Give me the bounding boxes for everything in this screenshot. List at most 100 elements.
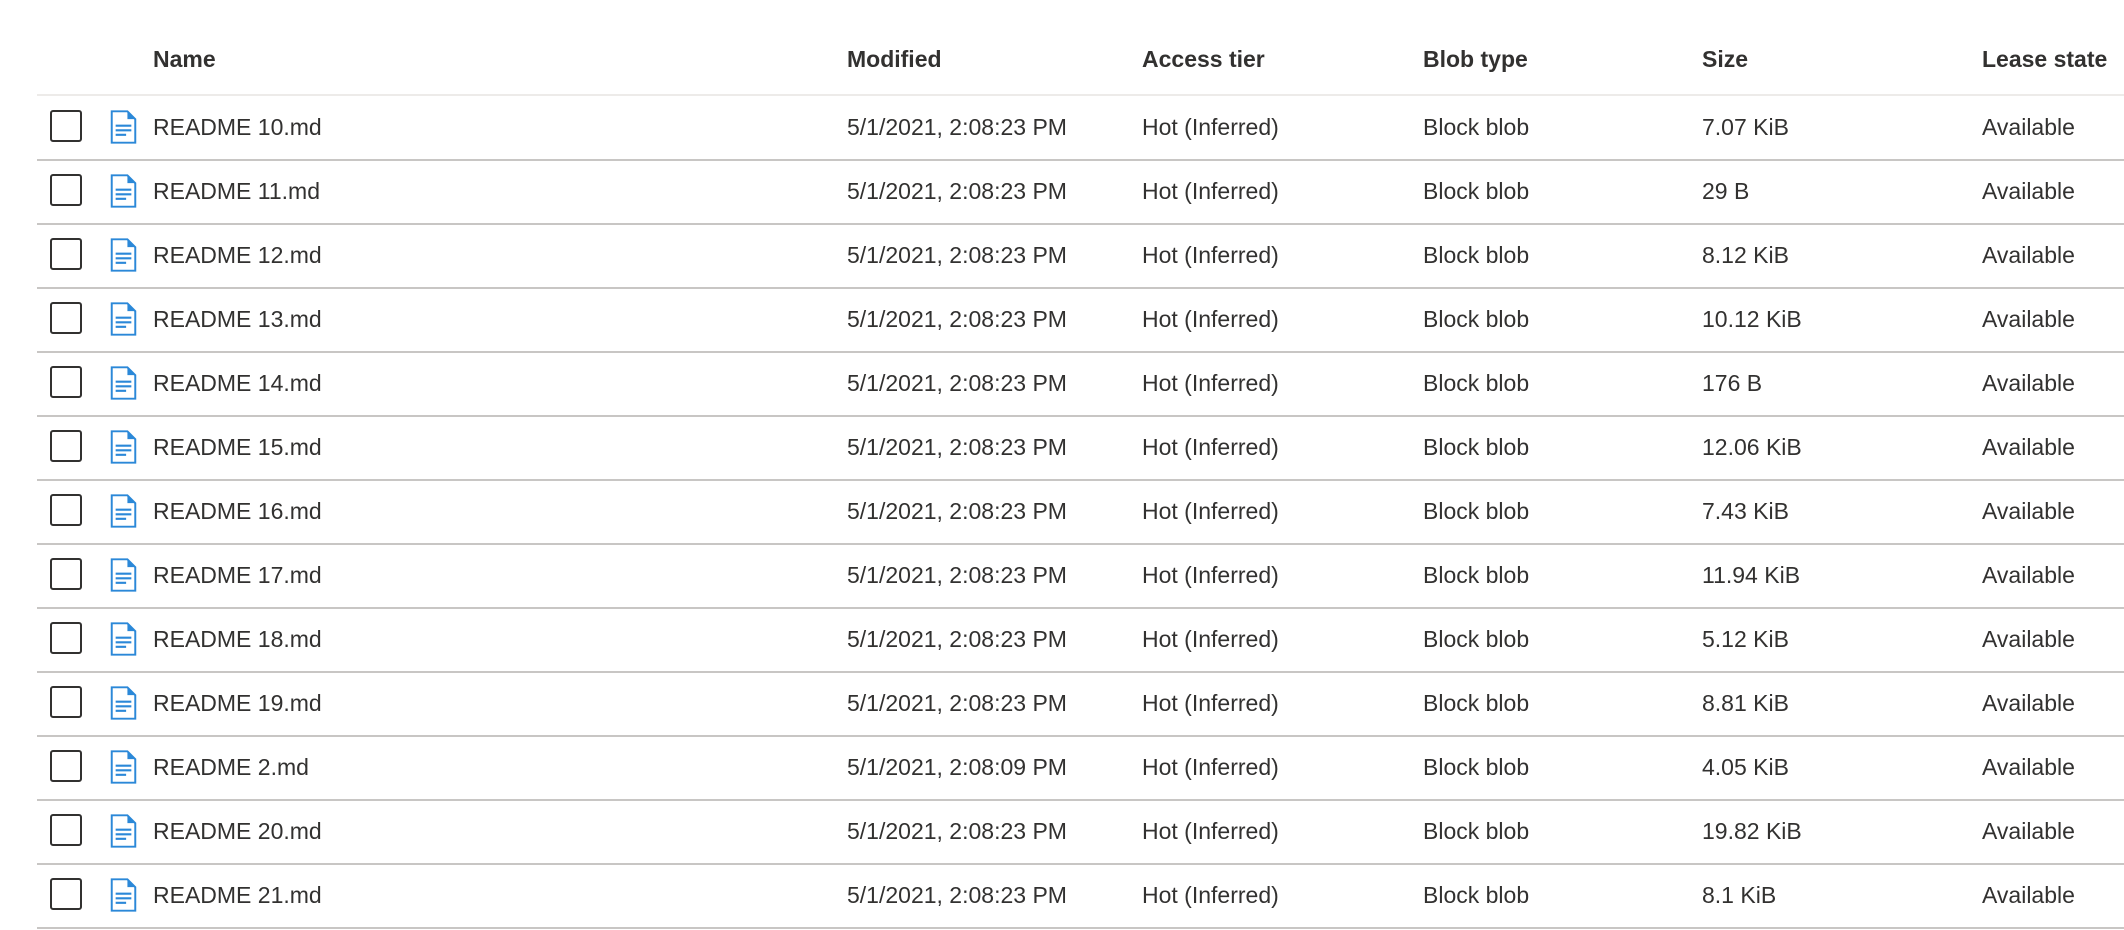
file-icon (110, 110, 137, 144)
row-checkbox[interactable] (50, 430, 82, 462)
cell-size: 8.81 KiB (1702, 690, 1789, 716)
row-checkbox[interactable] (50, 238, 82, 270)
table-row[interactable]: README 19.md 5/1/2021, 2:08:23 PM Hot (Inf… (37, 672, 2124, 737)
column-header-blob-type[interactable]: Blob type (1423, 46, 1528, 72)
cell-lease-state: Available (1982, 562, 2075, 588)
cell-modified: 5/1/2021, 2:08:23 PM (847, 562, 1067, 588)
file-icon (110, 814, 137, 848)
cell-blob-type: Block blob (1423, 434, 1530, 460)
column-header-name[interactable]: Name (153, 46, 216, 72)
cell-modified: 5/1/2021, 2:08:23 PM (847, 434, 1067, 460)
cell-name[interactable]: README 20.md (153, 818, 322, 844)
cell-name[interactable]: README 14.md (153, 370, 322, 396)
cell-access-tier: Hot (Inferred) (1142, 178, 1279, 204)
table-row[interactable]: README 13.md 5/1/2021, 2:08:23 PM Hot (Inf… (37, 288, 2124, 353)
table-row[interactable]: README 14.md 5/1/2021, 2:08:23 PM Hot (Inf… (37, 352, 2124, 417)
cell-lease-state: Available (1982, 626, 2075, 652)
cell-modified: 5/1/2021, 2:08:23 PM (847, 370, 1067, 396)
table-row[interactable]: README 18.md 5/1/2021, 2:08:23 PM Hot (Inf… (37, 608, 2124, 673)
cell-size: 176 B (1702, 370, 1763, 396)
cell-access-tier: Hot (Inferred) (1142, 434, 1279, 460)
cell-size: 29 B (1702, 178, 1750, 204)
cell-name[interactable]: README 12.md (153, 242, 322, 268)
cell-lease-state: Available (1982, 434, 2075, 460)
cell-name[interactable]: README 2.md (153, 754, 309, 780)
cell-blob-type: Block blob (1423, 754, 1530, 780)
file-icon (110, 238, 137, 272)
cell-modified: 5/1/2021, 2:08:23 PM (847, 882, 1067, 908)
table-row[interactable]: README 2.md 5/1/2021, 2:08:09 PM Hot (Infe… (37, 736, 2124, 801)
cell-modified: 5/1/2021, 2:08:23 PM (847, 498, 1067, 524)
cell-access-tier: Hot (Inferred) (1142, 626, 1279, 652)
cell-access-tier: Hot (Inferred) (1142, 370, 1279, 396)
cell-access-tier: Hot (Inferred) (1142, 818, 1279, 844)
cell-lease-state: Available (1982, 690, 2075, 716)
cell-name[interactable]: README 15.md (153, 434, 322, 460)
cell-access-tier: Hot (Inferred) (1142, 690, 1279, 716)
cell-size: 5.12 KiB (1702, 626, 1789, 652)
table-row[interactable]: README 12.md 5/1/2021, 2:08:23 PM Hot (Inf… (37, 224, 2124, 289)
cell-name[interactable]: README 11.md (153, 178, 321, 204)
cell-name[interactable]: README 18.md (153, 626, 322, 652)
file-icon (110, 302, 137, 336)
cell-size: 12.06 KiB (1702, 434, 1802, 460)
cell-name[interactable]: README 19.md (153, 690, 322, 716)
row-checkbox[interactable] (50, 750, 82, 782)
row-checkbox[interactable] (50, 366, 82, 398)
cell-access-tier: Hot (Inferred) (1142, 562, 1279, 588)
table-row[interactable]: README 20.md 5/1/2021, 2:08:23 PM Hot (Inf… (37, 800, 2124, 865)
cell-size: 19.82 KiB (1702, 818, 1802, 844)
cell-name[interactable]: README 13.md (153, 306, 322, 332)
row-checkbox[interactable] (50, 814, 82, 846)
cell-blob-type: Block blob (1423, 370, 1530, 396)
row-checkbox[interactable] (50, 302, 82, 334)
cell-modified: 5/1/2021, 2:08:23 PM (847, 242, 1067, 268)
row-checkbox[interactable] (50, 686, 82, 718)
table-row[interactable]: README 11.md 5/1/2021, 2:08:23 PM Hot (Inf… (37, 160, 2124, 225)
cell-blob-type: Block blob (1423, 690, 1530, 716)
column-header-lease-state[interactable]: Lease state (1982, 46, 2108, 72)
cell-size: 8.12 KiB (1702, 242, 1789, 268)
cell-blob-type: Block blob (1423, 242, 1530, 268)
cell-modified: 5/1/2021, 2:08:23 PM (847, 178, 1067, 204)
cell-lease-state: Available (1982, 306, 2075, 332)
row-checkbox[interactable] (50, 110, 82, 142)
row-checkbox[interactable] (50, 558, 82, 590)
row-checkbox[interactable] (50, 622, 82, 654)
cell-lease-state: Available (1982, 114, 2075, 140)
table-row[interactable]: README 16.md 5/1/2021, 2:08:23 PM Hot (Inf… (37, 480, 2124, 545)
cell-blob-type: Block blob (1423, 562, 1530, 588)
table-row[interactable]: README 17.md 5/1/2021, 2:08:23 PM Hot (Inf… (37, 544, 2124, 609)
cell-access-tier: Hot (Inferred) (1142, 498, 1279, 524)
row-checkbox[interactable] (50, 494, 82, 526)
column-header-modified[interactable]: Modified (847, 46, 942, 72)
cell-access-tier: Hot (Inferred) (1142, 754, 1279, 780)
column-header-size[interactable]: Size (1702, 46, 1749, 72)
cell-modified: 5/1/2021, 2:08:23 PM (847, 114, 1067, 140)
cell-name[interactable]: README 17.md (153, 562, 322, 588)
cell-blob-type: Block blob (1423, 498, 1530, 524)
table-row[interactable]: README 10.md 5/1/2021, 2:08:23 PM Hot (Inf… (37, 96, 2124, 161)
table-row[interactable]: README 15.md 5/1/2021, 2:08:23 PM Hot (Inf… (37, 416, 2124, 481)
column-header-access-tier[interactable]: Access tier (1142, 46, 1265, 72)
file-icon (110, 878, 137, 912)
cell-access-tier: Hot (Inferred) (1142, 242, 1279, 268)
cell-lease-state: Available (1982, 178, 2075, 204)
table-row[interactable]: README 21.md 5/1/2021, 2:08:23 PM Hot (Inf… (37, 864, 2124, 929)
cell-size: 4.05 KiB (1702, 754, 1789, 780)
table-header: Name Modified Access tier Blob type Size… (37, 0, 2124, 96)
cell-size: 8.1 KiB (1702, 882, 1777, 908)
cell-access-tier: Hot (Inferred) (1142, 882, 1279, 908)
file-icon (110, 494, 137, 528)
cell-name[interactable]: README 16.md (153, 498, 322, 524)
cell-size: 10.12 KiB (1702, 306, 1802, 332)
cell-name[interactable]: README 10.md (153, 114, 322, 140)
file-icon (110, 430, 137, 464)
row-checkbox[interactable] (50, 878, 82, 910)
file-icon (110, 174, 137, 208)
file-icon (110, 622, 137, 656)
cell-name[interactable]: README 21.md (153, 882, 322, 908)
row-checkbox[interactable] (50, 174, 82, 206)
cell-lease-state: Available (1982, 754, 2075, 780)
cell-modified: 5/1/2021, 2:08:23 PM (847, 626, 1067, 652)
